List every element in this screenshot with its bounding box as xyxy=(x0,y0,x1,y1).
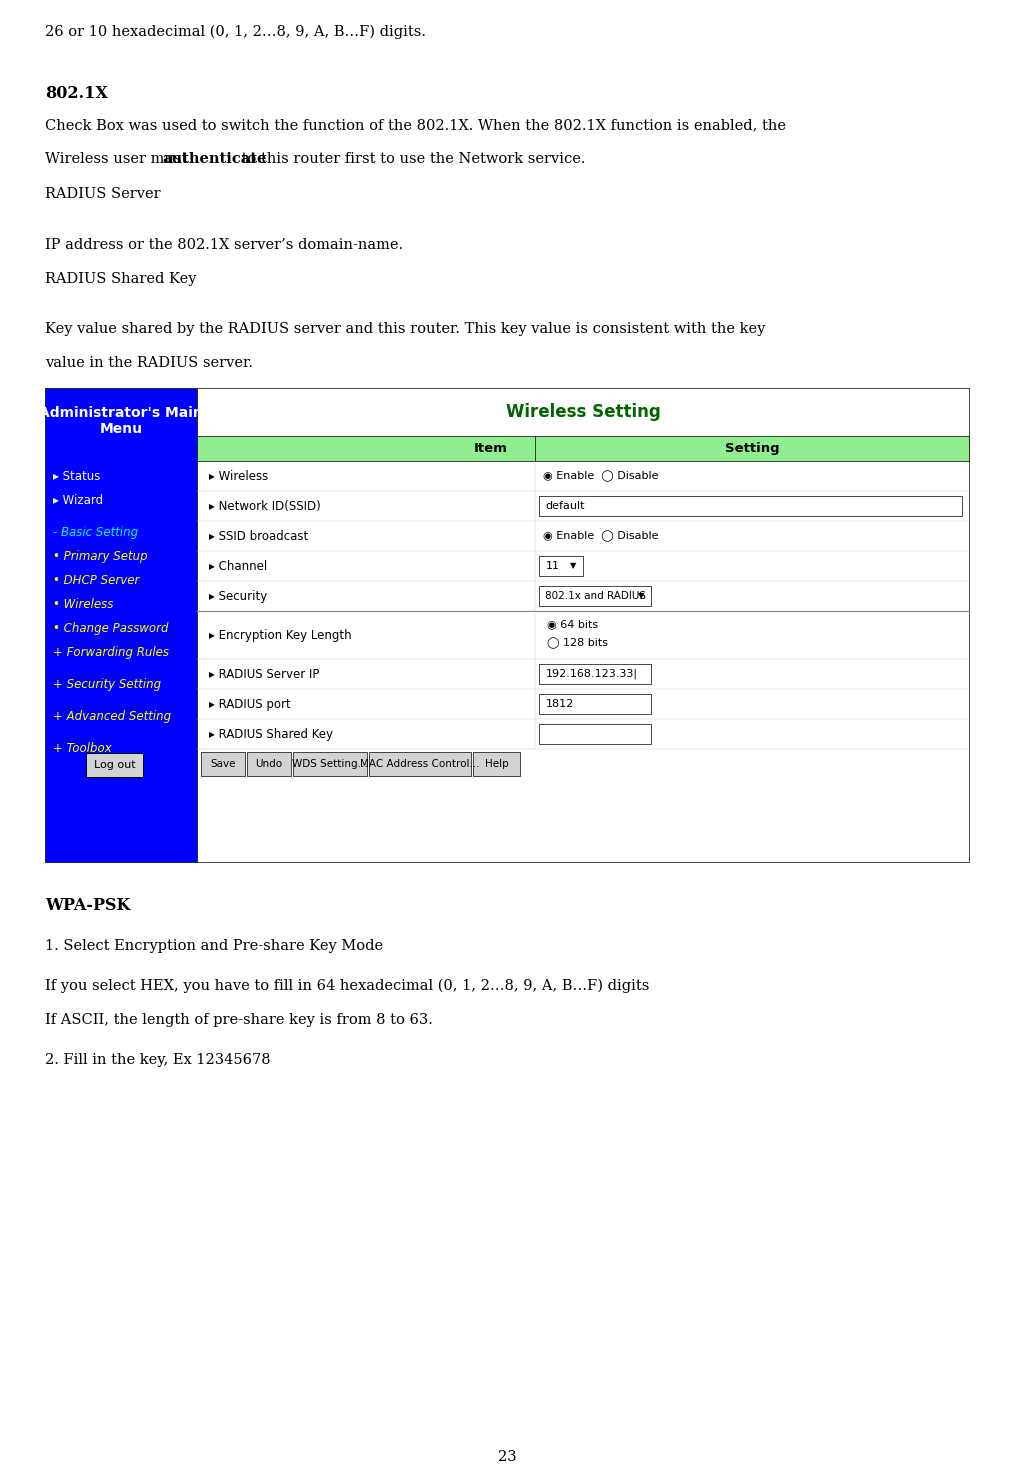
Text: Key value shared by the RADIUS server and this router. This key value is consist: Key value shared by the RADIUS server an… xyxy=(45,322,766,335)
Text: 1812: 1812 xyxy=(546,699,574,709)
Text: Administrator's Main
Menu: Administrator's Main Menu xyxy=(40,407,203,436)
Text: RADIUS Server: RADIUS Server xyxy=(45,187,160,200)
Text: ▸ RADIUS port: ▸ RADIUS port xyxy=(209,697,291,711)
Text: ▸ Network ID(SSID): ▸ Network ID(SSID) xyxy=(209,500,320,512)
Text: value in the RADIUS server.: value in the RADIUS server. xyxy=(45,356,254,370)
FancyBboxPatch shape xyxy=(539,586,651,605)
FancyBboxPatch shape xyxy=(293,752,367,776)
Text: Item: Item xyxy=(474,442,507,456)
FancyBboxPatch shape xyxy=(539,663,651,684)
Text: Check Box was used to switch the function of the 802.1X. When the 802.1X functio: Check Box was used to switch the functio… xyxy=(45,119,786,132)
Text: + Advanced Setting: + Advanced Setting xyxy=(53,709,171,723)
Text: + Forwarding Rules: + Forwarding Rules xyxy=(53,646,169,659)
Text: If ASCII, the length of pre-share key is from 8 to 63.: If ASCII, the length of pre-share key is… xyxy=(45,1014,433,1027)
Text: 1. Select Encryption and Pre-share Key Mode: 1. Select Encryption and Pre-share Key M… xyxy=(45,939,383,953)
Text: 23: 23 xyxy=(498,1450,516,1465)
FancyBboxPatch shape xyxy=(247,752,291,776)
Text: • DHCP Server: • DHCP Server xyxy=(53,574,139,588)
Text: ▼: ▼ xyxy=(639,592,645,601)
FancyBboxPatch shape xyxy=(369,752,470,776)
Text: Wireless Setting: Wireless Setting xyxy=(506,404,660,421)
Text: • Wireless: • Wireless xyxy=(53,598,114,611)
Text: + Security Setting: + Security Setting xyxy=(53,678,161,692)
Text: - Basic Setting: - Basic Setting xyxy=(53,525,138,539)
Text: MAC Address Control...: MAC Address Control... xyxy=(360,758,480,769)
FancyBboxPatch shape xyxy=(473,752,520,776)
Text: RADIUS Shared Key: RADIUS Shared Key xyxy=(45,272,197,286)
Text: Log out: Log out xyxy=(93,760,135,770)
FancyBboxPatch shape xyxy=(197,436,969,462)
Text: ◉ Enable  ◯ Disable: ◉ Enable ◯ Disable xyxy=(544,470,659,482)
FancyBboxPatch shape xyxy=(86,752,143,778)
Text: ▸ Security: ▸ Security xyxy=(209,589,268,603)
FancyBboxPatch shape xyxy=(539,556,583,576)
Text: Save: Save xyxy=(210,758,235,769)
Text: Setting: Setting xyxy=(725,442,780,456)
Text: • Change Password: • Change Password xyxy=(53,622,168,635)
Text: 192.168.123.33|: 192.168.123.33| xyxy=(546,669,638,680)
Text: 26 or 10 hexadecimal (0, 1, 2…8, 9, A, B…F) digits.: 26 or 10 hexadecimal (0, 1, 2…8, 9, A, B… xyxy=(45,25,426,40)
Text: + Toolbox: + Toolbox xyxy=(53,742,112,755)
Text: ▸ SSID broadcast: ▸ SSID broadcast xyxy=(209,530,308,543)
Text: default: default xyxy=(546,502,585,510)
Text: to this router first to use the Network service.: to this router first to use the Network … xyxy=(237,151,586,166)
Text: ▼: ▼ xyxy=(570,561,577,570)
FancyBboxPatch shape xyxy=(539,496,962,516)
Text: ▸ Encryption Key Length: ▸ Encryption Key Length xyxy=(209,629,352,641)
FancyBboxPatch shape xyxy=(539,695,651,714)
Text: ◉ Enable  ◯ Disable: ◉ Enable ◯ Disable xyxy=(544,530,659,542)
FancyBboxPatch shape xyxy=(45,387,197,862)
Text: Help: Help xyxy=(485,758,508,769)
Text: 11: 11 xyxy=(546,561,560,571)
Text: WPA-PSK: WPA-PSK xyxy=(45,896,131,914)
Text: Wireless user must: Wireless user must xyxy=(45,151,192,166)
Text: ▸ RADIUS Server IP: ▸ RADIUS Server IP xyxy=(209,668,319,681)
Text: ▸ Wireless: ▸ Wireless xyxy=(209,469,269,482)
Text: authenticate: authenticate xyxy=(163,151,267,166)
FancyBboxPatch shape xyxy=(201,752,245,776)
Text: 802.1x and RADIUS: 802.1x and RADIUS xyxy=(546,591,646,601)
Text: ◉ 64 bits: ◉ 64 bits xyxy=(548,619,598,629)
Text: ▸ Channel: ▸ Channel xyxy=(209,559,268,573)
Text: ▸ Wizard: ▸ Wizard xyxy=(53,494,103,508)
Text: 802.1X: 802.1X xyxy=(45,85,108,102)
Text: ▸ Status: ▸ Status xyxy=(53,470,100,482)
Text: WDS Setting...: WDS Setting... xyxy=(292,758,368,769)
Text: ▸ RADIUS Shared Key: ▸ RADIUS Shared Key xyxy=(209,727,333,741)
FancyBboxPatch shape xyxy=(539,724,651,743)
Text: IP address or the 802.1X server’s domain-name.: IP address or the 802.1X server’s domain… xyxy=(45,237,404,252)
Text: • Primary Setup: • Primary Setup xyxy=(53,551,148,562)
FancyBboxPatch shape xyxy=(197,387,969,862)
Text: Undo: Undo xyxy=(256,758,283,769)
Text: 2. Fill in the key, Ex 12345678: 2. Fill in the key, Ex 12345678 xyxy=(45,1054,271,1067)
Text: ◯ 128 bits: ◯ 128 bits xyxy=(548,637,608,649)
Text: If you select HEX, you have to fill in 64 hexadecimal (0, 1, 2…8, 9, A, B…F) dig: If you select HEX, you have to fill in 6… xyxy=(45,979,649,993)
